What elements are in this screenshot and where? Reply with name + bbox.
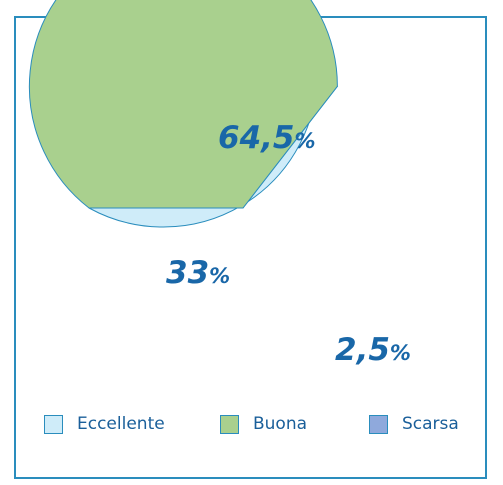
pie-slices <box>28 0 339 228</box>
legend-label-buona: Buona <box>253 414 308 434</box>
label-buona: 64,5% <box>218 120 316 156</box>
legend-swatch-buona <box>220 414 239 434</box>
legend-swatch-eccellente <box>44 414 63 434</box>
legend-label-eccellente: Eccellente <box>77 414 165 434</box>
label-scarsa: 2,5% <box>335 332 411 368</box>
legend-swatch-scarsa <box>369 414 388 434</box>
label-eccellente: 33% <box>166 255 230 291</box>
legend-item-eccellente: Eccellente <box>44 414 165 434</box>
legend-item-buona: Buona <box>220 414 307 434</box>
legend-item-scarsa: Scarsa <box>369 414 459 434</box>
legend-label-scarsa: Scarsa <box>402 414 459 434</box>
legend: Eccellente Buona Scarsa <box>44 414 474 442</box>
pie-slice-buona <box>28 0 338 209</box>
pie-labels: 33% 64,5% 2,5% <box>166 120 411 368</box>
